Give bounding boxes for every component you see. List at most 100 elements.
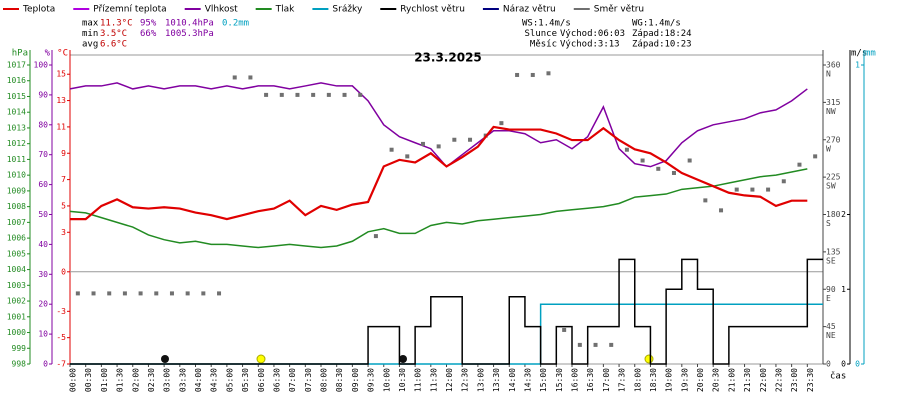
x-tick-label: 09:00	[351, 368, 360, 392]
y-tick-label: 1012	[7, 139, 26, 148]
x-tick-label: 07:00	[288, 368, 297, 392]
y-tick-label: 3	[61, 228, 66, 237]
astro-text: Západ:10:23	[632, 40, 692, 50]
direction-point	[734, 187, 739, 192]
x-tick-label: 14:30	[523, 368, 532, 392]
x-tick-label: 00:30	[84, 368, 93, 392]
direction-point	[671, 170, 676, 175]
series-line	[70, 258, 823, 365]
x-tick-label: 06:00	[257, 368, 266, 392]
axis-unit-label: %	[45, 49, 51, 59]
chart-title: 23.3.2025	[414, 51, 482, 65]
y-tick-label: 0	[855, 360, 860, 369]
direction-point	[201, 291, 206, 296]
x-tick-label: 03:30	[178, 368, 187, 392]
y-tick-label: 30	[38, 270, 48, 279]
sun-icon	[644, 354, 654, 364]
direction-point	[122, 291, 127, 296]
stat-text: min	[82, 29, 98, 39]
direction-point	[687, 158, 692, 163]
direction-point	[813, 154, 818, 159]
y-tick-label: 999	[12, 344, 27, 353]
direction-point	[311, 92, 316, 97]
direction-point	[91, 291, 96, 296]
x-tick-label: 04:00	[194, 368, 203, 392]
x-tick-label: 04:30	[210, 368, 219, 392]
astro-text: Slunce	[524, 29, 557, 39]
y2-tick-label: 0	[826, 360, 831, 369]
x-axis-label: čas	[830, 371, 846, 382]
astro-text: Západ:18:24	[632, 29, 692, 39]
axis-unit-label: hPa	[12, 49, 28, 59]
x-tick-label: 13:30	[492, 368, 501, 392]
direction-point	[719, 208, 724, 213]
x-tick-label: 19:30	[680, 368, 689, 392]
y-tick-label: 0	[841, 360, 846, 369]
y2-tick-label: 90	[826, 285, 836, 294]
astro-text: Východ:06:03	[560, 29, 625, 39]
x-tick-label: 13:00	[476, 368, 485, 392]
direction-point	[750, 187, 755, 192]
y-tick-label: 20	[38, 300, 48, 309]
y-tick-label: 1008	[7, 202, 26, 211]
stat-text: avg	[82, 40, 98, 50]
direction-point	[577, 342, 582, 347]
y-tick-label: 70	[38, 150, 48, 159]
x-tick-label: 21:00	[727, 368, 736, 392]
x-tick-label: 22:00	[759, 368, 768, 392]
series-line	[69, 168, 808, 249]
legend-label: Náraz větru	[503, 5, 556, 15]
y2-tick-label: 315	[826, 98, 841, 107]
y-tick-label: 60	[38, 180, 48, 189]
y2-tick-direction: S	[826, 219, 831, 228]
y-tick-label: 2	[841, 210, 846, 219]
y-tick-label: 40	[38, 240, 48, 249]
legend-label: Vlhkost	[205, 5, 238, 15]
y2-tick-label: 180	[826, 210, 841, 219]
astro-text: WG:1.4m/s	[632, 19, 681, 29]
direction-point	[75, 291, 80, 296]
stat-text: 1010.4hPa	[165, 19, 214, 29]
y2-tick-direction: N	[826, 70, 831, 79]
y-tick-label: 13	[56, 96, 66, 105]
x-tick-label: 11:30	[429, 368, 438, 392]
x-tick-label: 00:00	[69, 368, 78, 392]
y-tick-label: 1	[855, 61, 860, 70]
y-tick-label: 1010	[7, 171, 26, 180]
direction-point	[468, 137, 473, 142]
direction-point	[515, 72, 520, 77]
stat-text: 66%	[140, 29, 157, 39]
direction-point	[593, 342, 598, 347]
moon-icon	[161, 355, 169, 363]
y-tick-label: 100	[34, 61, 49, 70]
y2-tick-label: 270	[826, 135, 841, 144]
x-tick-label: 03:00	[163, 368, 172, 392]
x-tick-label: 15:00	[539, 368, 548, 392]
stat-text: 6.6°C	[100, 40, 127, 50]
x-tick-label: 16:30	[586, 368, 595, 392]
x-tick-label: 20:30	[712, 368, 721, 392]
y-tick-label: 1011	[7, 155, 26, 164]
direction-point	[169, 291, 174, 296]
x-tick-label: 05:00	[225, 368, 234, 392]
y-tick-label: 1017	[7, 61, 26, 70]
direction-point	[452, 137, 457, 142]
y2-tick-direction: E	[826, 294, 831, 303]
direction-point	[358, 92, 363, 97]
y2-tick-direction: NW	[826, 107, 836, 116]
y2-tick-label: 135	[826, 247, 841, 256]
astro-text: Měsíc	[530, 40, 557, 50]
y-tick-label: 11	[56, 122, 66, 131]
direction-point	[295, 92, 300, 97]
y-tick-label: 1000	[7, 328, 26, 337]
legend-label: Přízemní teplota	[93, 5, 166, 15]
x-tick-label: 02:00	[131, 368, 140, 392]
y-tick-label: 1004	[7, 265, 26, 274]
direction-point	[703, 198, 708, 203]
y-tick-label: 50	[38, 210, 48, 219]
x-tick-label: 08:00	[320, 368, 329, 392]
x-tick-label: 07:30	[304, 368, 313, 392]
legend-label: Tlak	[275, 5, 296, 15]
x-tick-label: 05:30	[241, 368, 250, 392]
